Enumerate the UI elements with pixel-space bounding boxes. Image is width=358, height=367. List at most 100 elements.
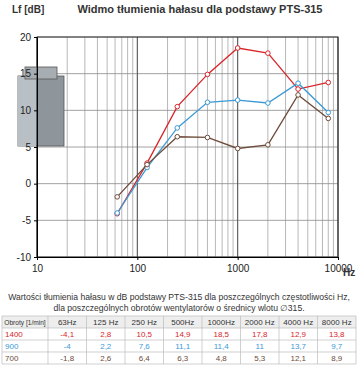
tick-mark [34, 257, 37, 258]
data-point [296, 87, 301, 92]
data-point [326, 116, 331, 121]
table-row-label: 700 [5, 354, 19, 363]
table-rule [2, 316, 3, 364]
table-cell: 5,3 [254, 354, 266, 363]
table-rule [125, 316, 126, 364]
table-row-label: 900 [5, 342, 19, 351]
tick-mark [34, 74, 37, 75]
table-cell: 18,5 [213, 330, 229, 339]
table-header: 1000Hz [207, 318, 235, 327]
table-header: Obroty [1/min] [4, 319, 46, 327]
table-cell: 12,9 [290, 330, 306, 339]
data-point [145, 162, 150, 167]
tick-label: 15 [20, 68, 32, 79]
tick-label: 10 [20, 105, 32, 116]
table-cell: 4,8 [216, 354, 228, 363]
table-cell: 6,3 [177, 354, 189, 363]
tick-label: 100 [129, 263, 146, 274]
axis-line [34, 38, 38, 258]
table-rule [163, 316, 164, 364]
tick-label: 10 [32, 263, 44, 274]
caption: dla poszczególnych obrotów wentylatorów … [53, 303, 304, 313]
table-rule [2, 316, 356, 317]
data-point [266, 51, 271, 56]
table-cell: 2,8 [100, 330, 112, 339]
data-point [205, 100, 210, 105]
tick-mark [34, 147, 37, 148]
y-axis-title: Lf [dB] [12, 4, 44, 15]
data-point [175, 134, 180, 139]
data-point [266, 101, 271, 106]
y-tick: 5 [25, 142, 37, 153]
data-point [326, 80, 331, 85]
series-line [117, 48, 328, 214]
table-cell: 17,8 [252, 330, 268, 339]
table-rule [356, 316, 357, 364]
table-cell: 11,1 [175, 342, 191, 351]
data-point [296, 81, 301, 86]
tick-label: -5 [22, 215, 31, 226]
table-header: 63Hz [58, 318, 77, 327]
table-cell: 8,9 [331, 354, 343, 363]
data-point [175, 126, 180, 131]
data-point [235, 46, 240, 51]
tick-mark [34, 184, 37, 185]
data-table: Obroty [1/min]63Hz125 Hz250 Hz500Hz1000H… [2, 316, 356, 364]
y-tick: -5 [22, 215, 37, 226]
x-tick: 100 [129, 257, 146, 274]
table-cell: 6,4 [139, 354, 151, 363]
y-axis: -10-505101520 [17, 32, 38, 263]
grid-line [37, 220, 338, 221]
plot-area [115, 46, 331, 216]
table-row-label: 1400 [5, 330, 23, 339]
tick-label: 1000 [227, 263, 250, 274]
table-rule [279, 316, 280, 364]
page: 10100100010000-10-505101520Widmo tłumien… [0, 0, 358, 367]
table-cell: 2,2 [100, 342, 112, 351]
data-point [115, 195, 120, 200]
grid-line [37, 183, 338, 184]
data-point [326, 110, 331, 115]
tick-mark [137, 257, 138, 260]
tick-label: 0 [25, 178, 31, 189]
table-cell: 13,8 [329, 330, 345, 339]
table-cell: -4,1 [60, 330, 74, 339]
data-point [205, 135, 210, 140]
x-axis-title: Hz [343, 267, 355, 278]
table-rule [86, 316, 87, 364]
grid-line [37, 73, 338, 74]
table-cell: 11 [256, 342, 265, 351]
tick-label: 20 [20, 32, 32, 43]
data-point [115, 211, 120, 216]
caption: Wartości tłumienia hałasu w dB podstawy … [8, 292, 350, 302]
table-rule [2, 328, 356, 329]
table-cell: -1,8 [60, 354, 74, 363]
x-tick: 1000 [227, 257, 250, 274]
table-cell: 9,7 [331, 342, 343, 351]
tick-mark [34, 220, 37, 221]
table-header: 125 Hz [93, 318, 118, 327]
table-cell: 11,4 [214, 342, 230, 351]
tick-label: 5 [25, 142, 31, 153]
data-point [235, 98, 240, 103]
table-header: 8000 Hz [322, 318, 352, 327]
chart-title: Widmo tłumienia hałasu dla podstawy PTS-… [77, 3, 322, 15]
grid-line [137, 37, 138, 257]
data-point [235, 146, 240, 151]
y-tick: 0 [25, 178, 37, 189]
tick-mark [34, 110, 37, 111]
grid-line [37, 147, 338, 148]
series-line [117, 95, 328, 197]
table-rule [240, 316, 241, 364]
table-header: 2000 Hz [245, 318, 275, 327]
y-tick: 15 [20, 68, 37, 79]
table-cell: 2,6 [100, 354, 112, 363]
product-image [18, 67, 64, 146]
table-rule [2, 364, 356, 365]
x-tick: 10 [32, 257, 44, 274]
table-rule [48, 316, 49, 364]
minor-grid-line [137, 37, 138, 257]
grid-line [37, 110, 338, 111]
table-rule [202, 316, 203, 364]
data-point [175, 104, 180, 109]
